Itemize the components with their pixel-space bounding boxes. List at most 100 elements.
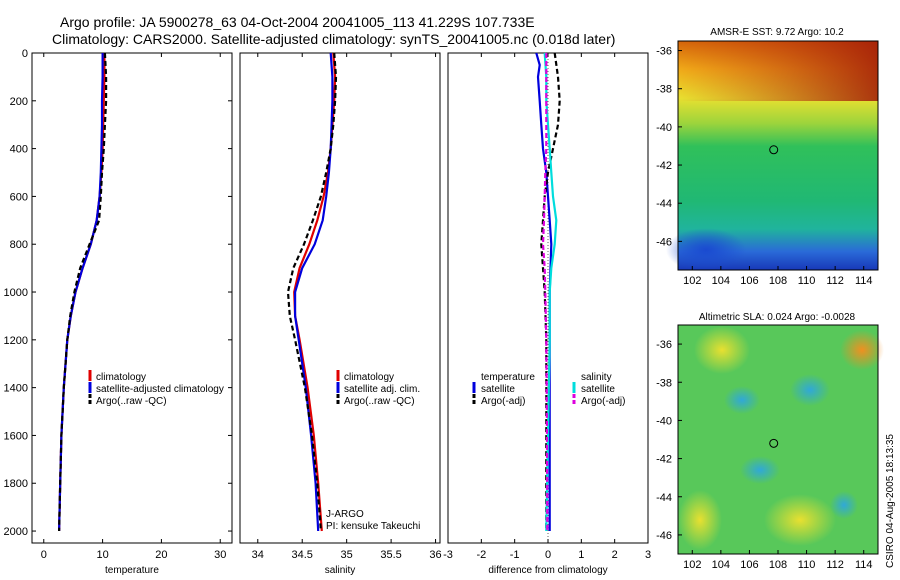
- legend-label-satellite: satellite adj. clim.: [344, 384, 420, 395]
- sla-map-axes: 102 104 106 108 110 112 114 -36 -38 -40 -42 -44 -46: [656, 339, 872, 571]
- argo-position-marker: [769, 438, 779, 448]
- sst-map-axes: 102 104 106 108 110 112 114 -36 -38 -40 -42 -44 -46: [656, 46, 872, 287]
- sst-map-title: AMSR-E SST: 9.72 Argo: 10.2: [710, 27, 844, 38]
- x-tick-label: 35: [341, 549, 353, 561]
- y-tick-label: 2000: [4, 526, 28, 538]
- sla-map: [677, 324, 884, 555]
- difference-plot-area: -3 -2 -1 0 1 2 3: [443, 52, 651, 561]
- series-line-argo-raw-qc-: [58, 52, 108, 532]
- map-y-tick-label: -36: [656, 339, 672, 351]
- legend-label-sal-argo: Argo(-adj): [581, 396, 625, 407]
- legend-heading-temperature: temperature: [481, 372, 535, 383]
- map-x-tick-label: 110: [798, 559, 816, 571]
- map-x-tick-label: 106: [740, 559, 758, 571]
- temperature-plot-area: 0 10 20 30 0 200 400 600 800 1000 1200 1400 1600 1800…: [4, 48, 232, 561]
- legend-label-temp-satellite: satellite: [481, 384, 515, 395]
- x-tick-label: 36: [429, 549, 441, 561]
- x-tick-label: 10: [96, 549, 108, 561]
- y-tick-label: 200: [10, 96, 28, 108]
- map-y-tick-label: -46: [656, 530, 672, 542]
- sla-negative-anomaly: [790, 374, 830, 406]
- map-y-tick-label: -38: [656, 377, 672, 389]
- map-y-tick-label: -38: [656, 84, 672, 96]
- figure-title-line2: Climatology: CARS2000. Satellite-adjuste…: [52, 31, 615, 47]
- map-x-tick-label: 114: [855, 559, 873, 571]
- sla-positive-anomaly: [764, 494, 836, 546]
- y-tick-label: 1400: [4, 383, 28, 395]
- map-x-tick-label: 108: [769, 559, 787, 571]
- sla-map-title: Altimetric SLA: 0.024 Argo: -0.0028: [699, 312, 856, 323]
- map-x-tick-label: 106: [740, 275, 758, 287]
- argo-position-marker: [769, 145, 779, 155]
- x-tick-label: -1: [510, 549, 520, 561]
- y-tick-label: 800: [10, 239, 28, 251]
- y-tick-label: 1000: [4, 287, 28, 299]
- x-tick-label: 0: [545, 549, 551, 561]
- profiler-name: J-ARGO: [326, 509, 364, 520]
- temperature-xlabel: temperature: [105, 565, 159, 576]
- x-tick-label: 34.5: [292, 549, 313, 561]
- series-line-temperature-argo-adj-: [540, 52, 561, 531]
- map-x-tick-label: 108: [769, 275, 787, 287]
- sla-negative-anomaly: [830, 491, 858, 519]
- map-x-tick-label: 104: [712, 275, 730, 287]
- y-tick-label: 600: [10, 191, 28, 203]
- sst-warm-region: [678, 41, 878, 101]
- map-y-tick-label: -46: [656, 236, 672, 248]
- series-line-climatology: [58, 53, 106, 532]
- map-x-tick-label: 110: [798, 275, 816, 287]
- salinity-plot-area: 34 34.5 35 35.5 36: [252, 52, 442, 561]
- salinity-panel-frame: [239, 52, 441, 544]
- y-tick-label: 1600: [4, 430, 28, 442]
- sla-positive-anomaly: [840, 330, 884, 370]
- y-tick-label: 400: [10, 144, 28, 156]
- sla-negative-anomaly: [740, 456, 780, 484]
- y-tick-label: 0: [22, 48, 28, 60]
- salinity-xlabel: salinity: [325, 565, 356, 576]
- y-tick-label: 1200: [4, 335, 28, 347]
- map-y-tick-label: -42: [656, 160, 672, 172]
- legend-label-argo: Argo(..raw -QC): [344, 396, 415, 407]
- map-x-tick-label: 112: [826, 559, 844, 571]
- y-tick-label: 1800: [4, 478, 28, 490]
- x-tick-label: -2: [476, 549, 486, 561]
- series-line-satellite-adj-clim-: [294, 52, 334, 532]
- legend-label-sal-satellite: satellite: [581, 384, 615, 395]
- x-tick-label: 30: [214, 549, 226, 561]
- temperature-legend: climatology satellite-adjusted climatolo…: [88, 370, 224, 407]
- credit-text: CSIRO 04-Aug-2005 18:13:35: [885, 434, 896, 568]
- x-tick-label: 35.5: [380, 549, 401, 561]
- temperature-panel-frame: [31, 52, 233, 544]
- legend-label-argo: Argo(..raw -QC): [96, 396, 167, 407]
- map-y-tick-label: -42: [656, 454, 672, 466]
- map-y-tick-label: -40: [656, 415, 672, 427]
- legend-heading-salinity: salinity: [581, 372, 612, 383]
- x-tick-label: -3: [443, 549, 453, 561]
- sst-cold-region: [666, 228, 746, 272]
- legend-label-climatology: climatology: [96, 372, 146, 383]
- x-tick-label: 3: [645, 549, 651, 561]
- map-x-tick-label: 104: [712, 559, 730, 571]
- series-line-satellite-adjusted-climatology: [58, 53, 104, 532]
- legend-label-climatology: climatology: [344, 372, 394, 383]
- legend-label-temp-argo: Argo(-adj): [481, 396, 525, 407]
- map-y-tick-label: -40: [656, 122, 672, 134]
- x-tick-label: 0: [41, 549, 47, 561]
- x-tick-label: 34: [252, 549, 264, 561]
- map-x-tick-label: 114: [855, 275, 873, 287]
- figure-title-line1: Argo profile: JA 5900278_63 04-Oct-2004 …: [60, 14, 535, 30]
- x-tick-label: 1: [578, 549, 584, 561]
- salinity-legend: climatology satellite adj. clim. Argo(..…: [336, 370, 420, 407]
- sst-map: [666, 40, 879, 272]
- series-line-argo-raw-qc-: [286, 52, 338, 532]
- x-tick-label: 20: [155, 549, 167, 561]
- difference-legend: temperature satellite Argo(-adj) salinit…: [472, 372, 625, 407]
- map-x-tick-label: 102: [683, 275, 701, 287]
- map-x-tick-label: 102: [683, 559, 701, 571]
- legend-label-satellite: satellite-adjusted climatology: [96, 384, 224, 395]
- difference-xlabel: difference from climatology: [488, 565, 607, 576]
- map-y-tick-label: -36: [656, 46, 672, 58]
- series-line-salinity-argo-adj-: [541, 53, 549, 532]
- x-tick-label: 2: [612, 549, 618, 561]
